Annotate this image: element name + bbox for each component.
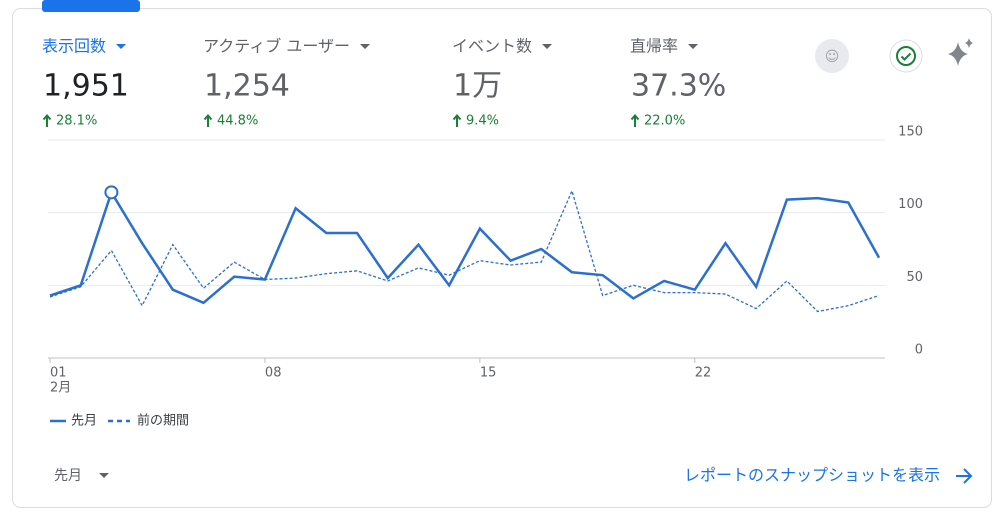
check-ring: [896, 46, 916, 66]
metric-change: 22.0%: [644, 114, 685, 129]
trend-up-arrow: [203, 113, 213, 127]
metric-label[interactable]: 直帰率: [630, 37, 678, 56]
metric-dropdown[interactable]: [360, 44, 371, 49]
y-tick-label: 100: [898, 197, 923, 212]
x-tick-label: 01: [50, 366, 67, 381]
x-period-label: 2月: [50, 381, 71, 396]
y-tick-label: 50: [906, 270, 923, 285]
check-button[interactable]: [889, 39, 923, 73]
series-line: [49, 188, 880, 313]
y-tick-label: 150: [898, 125, 923, 140]
series-line: [49, 189, 881, 305]
metric-value: 1,951: [43, 69, 129, 104]
hover-point: [104, 185, 119, 200]
x-tick-label: 22: [695, 366, 712, 381]
x-tick-label: 15: [480, 366, 497, 381]
metric-dropdown[interactable]: [542, 44, 553, 49]
metric-dropdown[interactable]: [688, 44, 699, 49]
card-border: [12, 8, 992, 508]
insights-button[interactable]: [948, 38, 973, 66]
trend-up-arrow: [630, 113, 640, 127]
metric-change: 28.1%: [56, 114, 97, 129]
legend-label: 先月: [71, 414, 97, 429]
metric-change: 44.8%: [217, 114, 258, 129]
period-selector[interactable]: 先月: [54, 468, 82, 484]
trend-up-arrow: [42, 113, 52, 127]
metric-label[interactable]: イベント数: [452, 37, 532, 56]
x-tick-label: 08: [265, 366, 282, 381]
metric-value: 1,254: [204, 69, 290, 104]
metric-value: 1万: [453, 69, 502, 104]
metric-value: 37.3%: [631, 69, 726, 104]
trend-up-arrow: [452, 113, 462, 127]
metric-label[interactable]: アクティブ ユーザー: [203, 37, 350, 56]
legend-label: 前の期間: [137, 413, 189, 429]
snapshot-link[interactable]: レポートのスナップショットを表示: [684, 466, 940, 485]
y-tick-label: 0: [915, 343, 923, 358]
metric-change: 9.4%: [466, 114, 499, 129]
link-arrow[interactable]: [956, 468, 973, 484]
badge-icon[interactable]: [815, 39, 849, 73]
badge-glyph: ☺: [825, 49, 840, 65]
selected-tab-indicator: [42, 0, 140, 12]
check-mark: [900, 52, 912, 61]
period-dropdown[interactable]: [99, 473, 109, 478]
metric-dropdown[interactable]: [116, 44, 127, 49]
metric-label[interactable]: 表示回数: [42, 37, 106, 56]
